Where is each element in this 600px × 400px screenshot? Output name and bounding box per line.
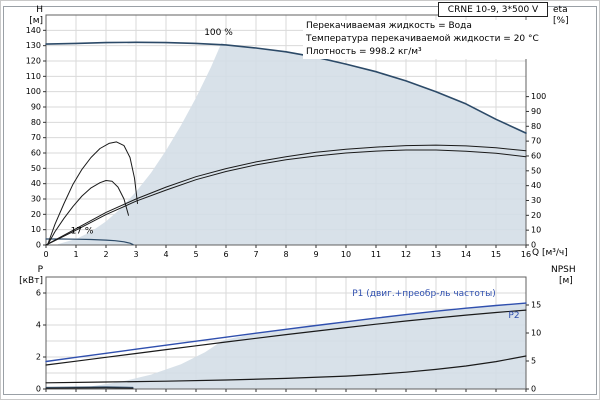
axis-ticks [43, 292, 529, 392]
eta-axis-unit: [%] [553, 16, 569, 26]
svg-text:20: 20 [31, 210, 41, 219]
operating-envelope [58, 303, 526, 389]
svg-text:40: 40 [531, 181, 541, 190]
h-axis-symbol: H [36, 5, 43, 15]
p-axis-label: P [кВт] [13, 265, 43, 287]
svg-text:80: 80 [31, 118, 41, 127]
svg-text:60: 60 [531, 151, 541, 160]
svg-text:20: 20 [531, 211, 541, 220]
eta-axis-label: eta [%] [553, 5, 593, 27]
svg-text:100: 100 [531, 92, 546, 101]
p-axis-symbol: P [37, 265, 43, 275]
svg-text:130: 130 [26, 41, 41, 50]
power-npsh-chart: 0 2 4 6 0 5 10 15 P1 (двиг.+преобр-ль частоты) P2 [36, 276, 541, 394]
h-axis-label: H [м] [17, 5, 43, 27]
svg-text:120: 120 [26, 57, 41, 66]
svg-text:0: 0 [531, 241, 536, 250]
info-line-density: Плотность = 998.2 кг/м³ [306, 47, 422, 57]
pump-title-box: CRNE 10-9, 3*500 V [438, 2, 548, 17]
svg-text:15: 15 [531, 301, 541, 310]
curve-label: P2 [508, 311, 519, 321]
eta-axis-symbol: eta [553, 5, 568, 15]
svg-text:40: 40 [31, 179, 41, 188]
info-line-fluid: Перекачиваемая жидкость = Вода [306, 21, 472, 31]
axis-ticks [43, 29, 529, 248]
curve-label: 17 % [71, 227, 94, 237]
svg-text:0: 0 [36, 385, 41, 394]
pump-title: CRNE 10-9, 3*500 V [447, 5, 539, 15]
svg-text:110: 110 [26, 72, 41, 81]
svg-text:80: 80 [531, 122, 541, 131]
svg-text:90: 90 [31, 103, 41, 112]
chart-frame [3, 6, 597, 395]
svg-text:70: 70 [531, 137, 541, 146]
svg-text:0: 0 [531, 385, 536, 394]
svg-text:6: 6 [223, 250, 228, 259]
q-axis-label: Q [м³/ч] [532, 248, 568, 258]
series-head-100pct [45, 41, 527, 134]
svg-text:0: 0 [36, 241, 41, 250]
npsh-axis-symbol: NPSH [551, 265, 576, 275]
svg-text:10: 10 [341, 250, 351, 259]
p-axis-unit: [кВт] [19, 276, 43, 286]
operating-envelope [58, 42, 526, 246]
h-axis-unit: [м] [29, 16, 43, 26]
svg-text:15: 15 [491, 250, 501, 259]
svg-text:50: 50 [31, 164, 41, 173]
svg-text:2: 2 [36, 353, 41, 362]
npsh-axis-unit: [м] [559, 276, 573, 286]
svg-text:60: 60 [31, 149, 41, 158]
fluid-info-box: Перекачиваемая жидкость = Вода Температу… [303, 20, 542, 59]
svg-text:30: 30 [31, 195, 41, 204]
series-p1-curve [45, 302, 527, 363]
svg-text:0: 0 [43, 250, 48, 259]
svg-text:70: 70 [31, 133, 41, 142]
curve-label: P1 (двиг.+преобр-ль частоты) [352, 289, 496, 299]
svg-text:2: 2 [103, 250, 108, 259]
tick-labels: 0 1 2 3 4 5 6 7 8 9 10 11 12 13 14 15 160102030405060708… [26, 26, 547, 259]
svg-text:11: 11 [371, 250, 381, 259]
svg-text:30: 30 [531, 196, 541, 205]
svg-text:4: 4 [36, 321, 41, 330]
info-line-temperature: Температура перекачиваемой жидкости = 20… [306, 34, 539, 44]
series-p2-curve [45, 309, 527, 366]
curve-label: 100 % [204, 28, 233, 38]
series-eta-pump [45, 144, 527, 246]
svg-text:1: 1 [73, 250, 78, 259]
svg-text:6: 6 [36, 289, 41, 298]
svg-text:3: 3 [133, 250, 138, 259]
svg-text:5: 5 [531, 357, 536, 366]
svg-text:10: 10 [531, 329, 541, 338]
tick-labels: 0 2 4 6 0 5 10 15 [36, 289, 541, 394]
svg-text:5: 5 [193, 250, 198, 259]
svg-text:8: 8 [283, 250, 288, 259]
series-npsh-curve [45, 355, 527, 384]
npsh-axis-label: NPSH [м] [551, 265, 595, 287]
series-eta-duty-upper [47, 141, 138, 246]
svg-text:90: 90 [531, 107, 541, 116]
svg-text:14: 14 [461, 250, 471, 259]
series-p1-17pct [45, 386, 134, 388]
svg-text:13: 13 [431, 250, 441, 259]
svg-text:7: 7 [253, 250, 258, 259]
svg-text:140: 140 [26, 26, 41, 35]
series-eta-duty-lower [47, 180, 129, 246]
svg-text:100: 100 [26, 87, 41, 96]
svg-text:10: 10 [531, 226, 541, 235]
svg-text:10: 10 [31, 225, 41, 234]
svg-text:16: 16 [521, 250, 531, 259]
series-head-17pct [45, 238, 134, 246]
svg-text:9: 9 [313, 250, 318, 259]
svg-text:4: 4 [163, 250, 168, 259]
svg-text:50: 50 [531, 166, 541, 175]
svg-text:12: 12 [401, 250, 411, 259]
